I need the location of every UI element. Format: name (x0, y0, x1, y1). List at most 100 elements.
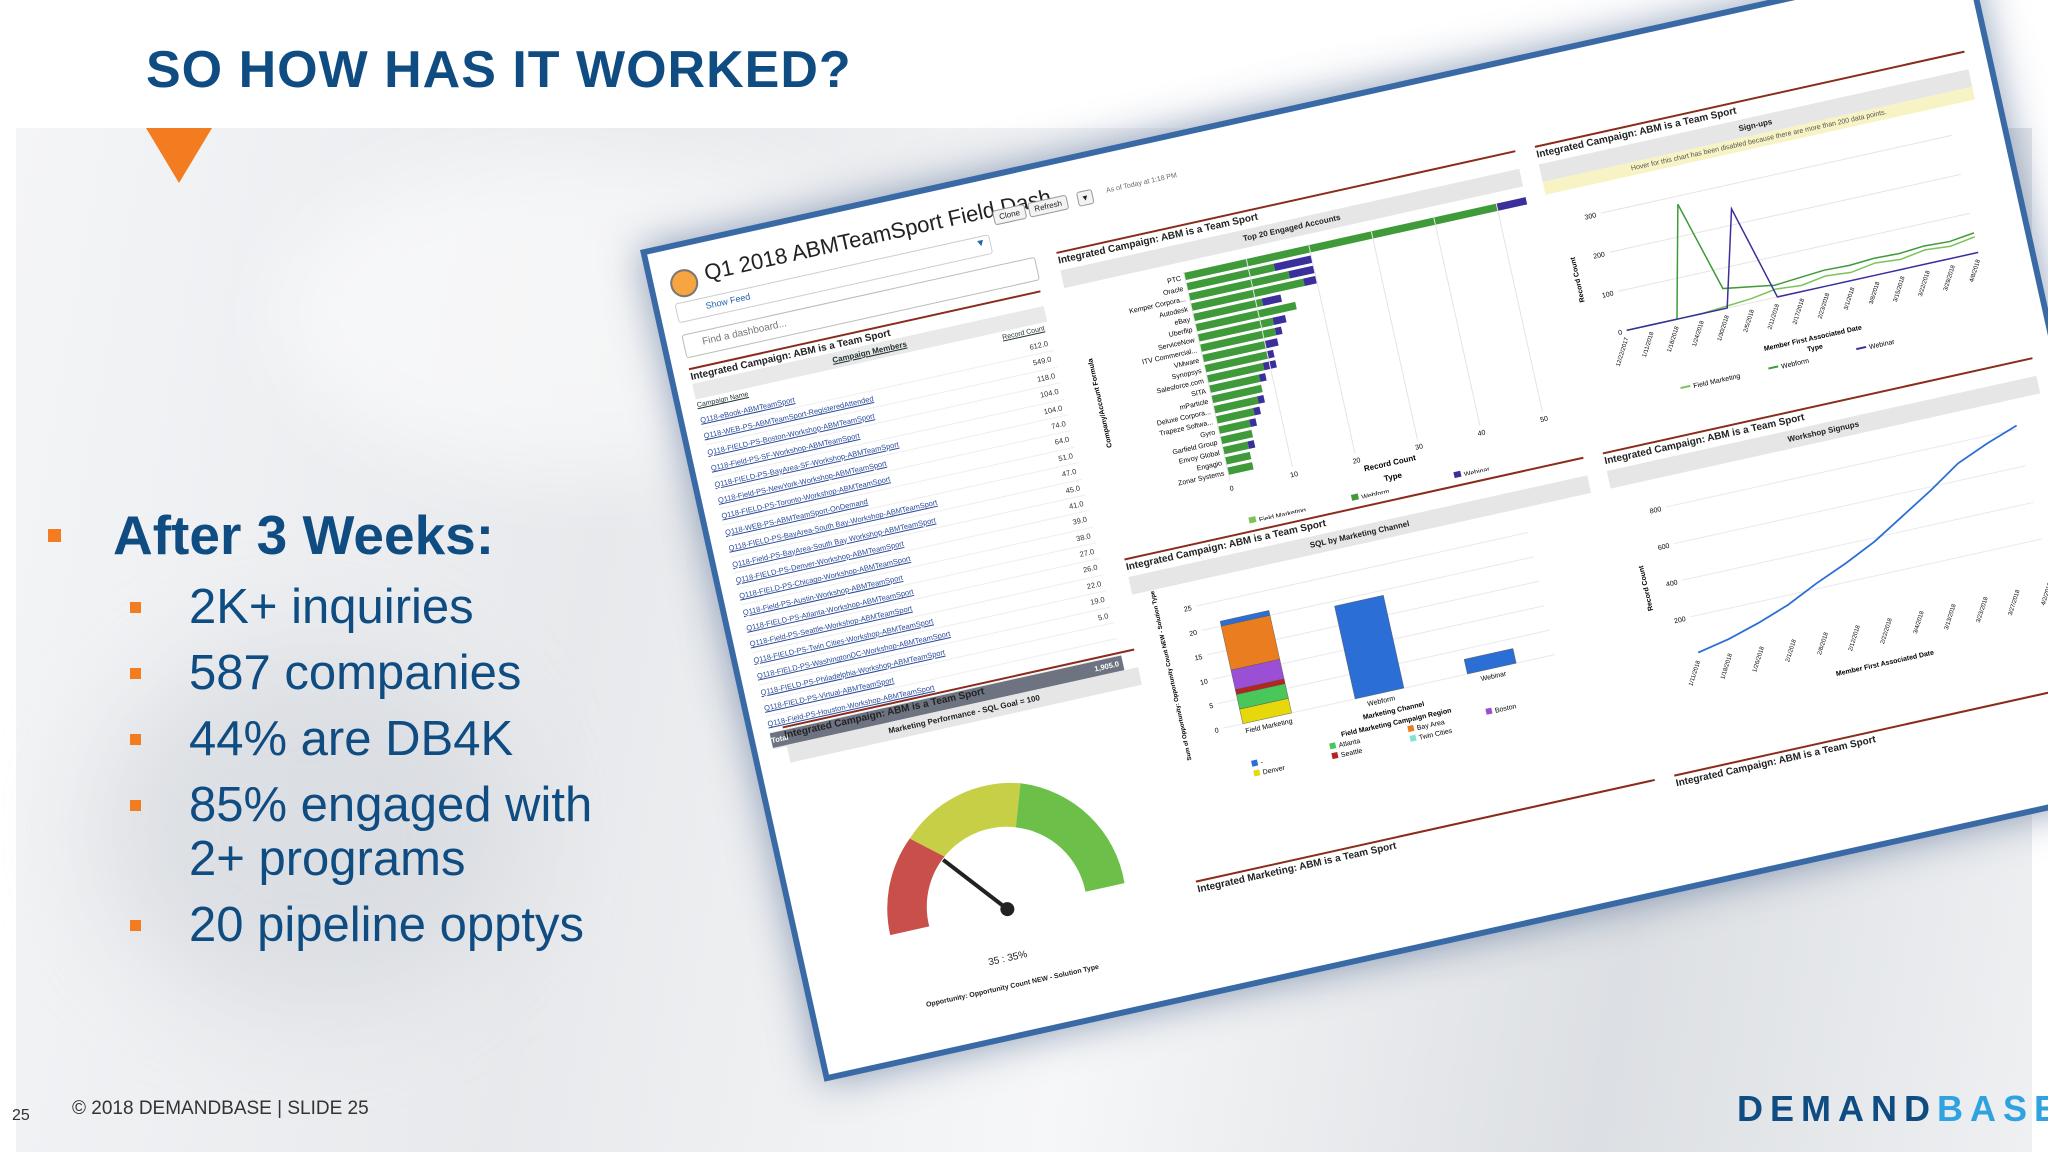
gauge-chart (887, 782, 1125, 936)
bar (1272, 314, 1287, 326)
series-line (1626, 203, 1975, 332)
legend-swatch (1329, 742, 1337, 750)
category-label: Webform (1367, 695, 1396, 708)
bar (1257, 395, 1265, 404)
category-label: Zonar Systems (1178, 470, 1226, 487)
legend-swatch (1248, 516, 1257, 525)
legend-swatch (1350, 493, 1360, 502)
tick-label: 40 (1477, 429, 1486, 438)
bullet-item: 20 pipeline opptys (130, 898, 648, 952)
legend-label: Webform (1781, 358, 1810, 371)
tick-label: 3/27/2018 (2008, 589, 2022, 617)
page-number: 25 (12, 1107, 30, 1124)
tick-label: 1/18/2018 (1720, 652, 1734, 680)
slide-footer: © 2018 DEMANDBASE | SLIDE 25 (72, 1098, 369, 1119)
gauge-panel: Integrated Campaign: ABM is a Team Sport… (782, 648, 1206, 1049)
legend-label: Denver (1262, 765, 1286, 777)
bar (1253, 406, 1262, 416)
bar (1261, 294, 1283, 306)
axis-label: Record Count (1570, 256, 1587, 303)
tick-label: 12/22/2017 (1616, 336, 1631, 367)
tick-label: 600 (1657, 543, 1670, 552)
tick-label: 400 (1665, 579, 1678, 588)
tick-label: 200 (1674, 616, 1687, 625)
sql-channel-panel: Integrated Campaign: ABM is a Team Sport… (1124, 456, 1648, 852)
axis-label: Company/Account Formula (1087, 357, 1114, 448)
bullet-marker (48, 528, 61, 542)
bullet-text: 587 companies (189, 646, 522, 700)
bullet-marker (130, 800, 141, 811)
bar (1258, 373, 1267, 382)
gridline (1433, 216, 1481, 426)
bullet-main: After 3 Weeks: (48, 500, 648, 570)
gridline (1183, 271, 1231, 481)
top-accounts-panel: Integrated Campaign: ABM is a Team Sport… (1056, 150, 1580, 545)
legend-swatch (1453, 470, 1462, 480)
series-line (1626, 205, 1979, 332)
as-of-text: As of Today at 1:18 PM (1105, 172, 1178, 195)
gridline (1600, 134, 1953, 214)
bullet-item: 85% engaged with 2+ programs (130, 778, 648, 886)
tick-label: 1/24/2018 (1692, 320, 1706, 348)
signups-chart: 0 100 200 300 12/22/2017 1/11/2018 1/18/2018 1/… (1570, 134, 1982, 390)
bar (1273, 255, 1313, 272)
category-label: Webinar (1480, 670, 1507, 683)
tick-label: 2/22/2018 (1880, 617, 1894, 645)
refresh-menu-icon[interactable]: ▼ (1075, 188, 1095, 207)
category-label: Oracle (1162, 286, 1184, 297)
gridline (1682, 501, 2034, 581)
category-label: SITA (1191, 388, 1208, 398)
gridline (1495, 202, 1543, 412)
tick-label: 2/12/2018 (1848, 624, 1862, 652)
bullet-marker (130, 734, 141, 745)
tick-label: 2/8/2018 (1817, 631, 1830, 656)
gauge-readout: 35 : 35% (987, 949, 1029, 969)
tick-label: 15 (1194, 654, 1203, 663)
tick-label: 10 (1290, 471, 1299, 480)
legend-swatch (1680, 384, 1691, 390)
signups-panel: Integrated Campaign: ABM is a Team Sport… (1534, 50, 2030, 439)
legend-swatch (1331, 752, 1339, 760)
gauge-hub (1000, 902, 1015, 917)
gridline (1245, 257, 1293, 468)
tick-label: 1/11/2018 (1642, 331, 1656, 358)
category-label: PTC (1167, 276, 1182, 286)
bar (1202, 340, 1267, 363)
gridline (1196, 531, 1529, 607)
tick-label: 200 (1593, 251, 1606, 260)
tick-label: 3/1/2018 (1844, 286, 1857, 311)
series-line (1697, 424, 2018, 654)
category-label: eBay (1174, 317, 1192, 327)
bullet-text: 44% are DB4K (189, 712, 514, 766)
axis-label: Member First Associated Date (1835, 650, 1934, 679)
bar (1224, 451, 1252, 465)
logo-part-2: BASE (1937, 1088, 2048, 1129)
tick-label: 0 (1229, 485, 1234, 493)
gridline (1370, 230, 1418, 440)
bullet-text: 2K+ inquiries (189, 580, 474, 634)
legend-swatch (1768, 365, 1779, 370)
tick-label: 1/30/2018 (1717, 314, 1731, 342)
bar (1303, 275, 1318, 286)
bar (1188, 271, 1290, 301)
gauge-needle (941, 858, 1009, 911)
legend-swatch (1856, 345, 1867, 351)
tick-label: 30 (1415, 443, 1424, 452)
bar (1220, 429, 1254, 445)
bar (1496, 195, 1536, 211)
bar (1249, 418, 1258, 427)
bullet-text: 85% engaged with 2+ programs (189, 778, 593, 886)
slide-title: SO HOW HAS IT WORKED? (146, 41, 852, 99)
tick-label: 3/22/2018 (1918, 270, 1932, 298)
bar (1334, 595, 1405, 700)
bar (1463, 648, 1517, 675)
bar (1186, 263, 1276, 291)
bar (1264, 338, 1279, 349)
bar (1266, 349, 1275, 359)
bar (1274, 326, 1283, 336)
bullet-marker (130, 602, 141, 613)
legend-title: Type (1807, 343, 1824, 353)
gridline (1690, 538, 2042, 618)
bar (1213, 396, 1259, 414)
